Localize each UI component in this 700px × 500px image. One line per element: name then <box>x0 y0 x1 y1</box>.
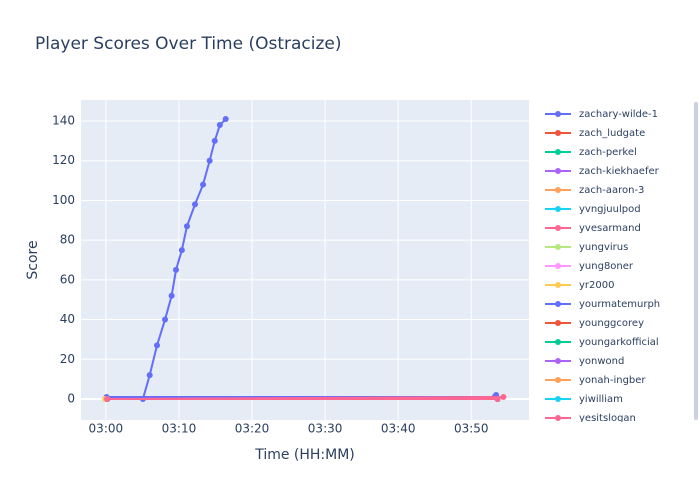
legend: zachary-wilde-1 zach_ludgate zach-perkel za… <box>545 109 660 424</box>
point <box>500 393 507 400</box>
legend-item[interactable]: yonwond <box>545 356 624 367</box>
legend-item[interactable]: yung8oner <box>545 261 634 272</box>
legend-label: zach-perkel <box>579 147 637 158</box>
point <box>173 266 180 273</box>
legend-item[interactable]: yr2000 <box>545 280 614 291</box>
x-tick-label: 03:10 <box>162 422 197 436</box>
point <box>206 157 213 164</box>
legend-item[interactable]: zach-perkel <box>545 147 637 158</box>
chart-title: Player Scores Over Time (Ostracize) <box>35 34 342 54</box>
legend-swatch-marker <box>555 130 561 136</box>
x-tick-label: 03:00 <box>89 422 124 436</box>
y-tick-label: 120 <box>52 153 75 167</box>
y-tick-label: 0 <box>67 391 75 405</box>
x-tick-label: 03:50 <box>454 422 489 436</box>
legend-label: zach-kiekhaefer <box>579 166 660 177</box>
x-tick-label: 03:30 <box>308 422 343 436</box>
axes: 0 20 40 60 80 100 120 140 03:00 03:10 03:20 03:30 03… <box>52 114 488 436</box>
point <box>192 201 199 208</box>
legend-item[interactable]: younggcorey <box>545 318 644 329</box>
legend-label: younggcorey <box>579 318 644 329</box>
legend-item[interactable]: yvngjuulpod <box>545 204 641 215</box>
legend-swatch-marker <box>555 168 561 174</box>
y-tick-label: 80 <box>60 233 75 247</box>
legend-label: yungvirus <box>579 242 628 253</box>
legend-swatch-marker <box>555 282 561 288</box>
legend-label: youngarkofficial <box>579 337 659 348</box>
point <box>104 395 111 402</box>
legend-swatch-marker <box>555 415 561 421</box>
x-tick-label: 03:40 <box>381 422 416 436</box>
legend-swatch-marker <box>555 187 561 193</box>
series-line <box>141 118 227 400</box>
legend-swatch-marker <box>555 358 561 364</box>
point <box>200 181 207 188</box>
legend-label: yourmatemurph <box>579 299 660 310</box>
legend-label: yonah-ingber <box>579 375 646 386</box>
point <box>216 122 223 129</box>
point <box>154 342 161 349</box>
legend-label: yr2000 <box>579 280 614 291</box>
legend-swatch-marker <box>555 244 561 250</box>
x-axis-title: Time (HH:MM) <box>254 447 355 463</box>
legend-scrollbar[interactable] <box>694 102 698 420</box>
plot <box>102 116 507 402</box>
y-tick-label: 140 <box>52 114 75 128</box>
legend-item[interactable]: yungvirus <box>545 242 628 253</box>
legend-label: zach_ludgate <box>579 128 645 139</box>
legend-swatch-marker <box>555 225 561 231</box>
legend-swatch-marker <box>555 263 561 269</box>
legend-label: yvesarmand <box>579 223 641 234</box>
legend-item[interactable]: yvesarmand <box>545 223 641 234</box>
legend-swatch-marker <box>555 320 561 326</box>
legend-item[interactable]: yonah-ingber <box>545 375 646 386</box>
x-tick-label: 03:20 <box>235 422 270 436</box>
legend-label: zach-aaron-3 <box>579 185 644 196</box>
legend-item[interactable]: zach-aaron-3 <box>545 185 644 196</box>
point <box>211 137 218 144</box>
legend-swatch-marker <box>555 377 561 383</box>
legend-swatch-marker <box>555 206 561 212</box>
point <box>168 292 175 299</box>
legend-swatch-marker <box>555 339 561 345</box>
legend-item[interactable]: yourmatemurph <box>545 299 660 310</box>
legend-label: yiwilliam <box>579 394 623 405</box>
y-tick-label: 100 <box>52 193 75 207</box>
legend-label: yesitslogan <box>579 413 636 424</box>
point <box>494 395 501 402</box>
point <box>162 316 169 323</box>
point <box>183 223 190 230</box>
legend-label: yvngjuulpod <box>579 204 641 215</box>
legend-swatch-marker <box>555 149 561 155</box>
legend-item[interactable]: youngarkofficial <box>545 337 659 348</box>
plot-area <box>81 100 529 420</box>
y-tick-label: 20 <box>60 352 75 366</box>
legend-swatch-marker <box>555 111 561 117</box>
legend-swatch-marker <box>555 301 561 307</box>
legend-item[interactable]: zach-kiekhaefer <box>545 166 660 177</box>
legend-label: yonwond <box>579 356 624 367</box>
legend-label: zachary-wilde-1 <box>579 109 658 120</box>
legend-item[interactable]: yiwilliam <box>545 394 623 405</box>
legend-swatch-marker <box>555 396 561 402</box>
legend-item[interactable]: zachary-wilde-1 <box>545 109 658 120</box>
y-axis-title: Score <box>25 240 41 279</box>
legend-item[interactable]: zach_ludgate <box>545 128 645 139</box>
point <box>222 116 229 123</box>
legend-item[interactable]: yesitslogan <box>545 413 636 424</box>
point <box>178 247 185 254</box>
y-tick-label: 60 <box>60 272 75 286</box>
legend-label: yung8oner <box>579 261 634 272</box>
point <box>146 372 153 379</box>
y-tick-label: 40 <box>60 312 75 326</box>
